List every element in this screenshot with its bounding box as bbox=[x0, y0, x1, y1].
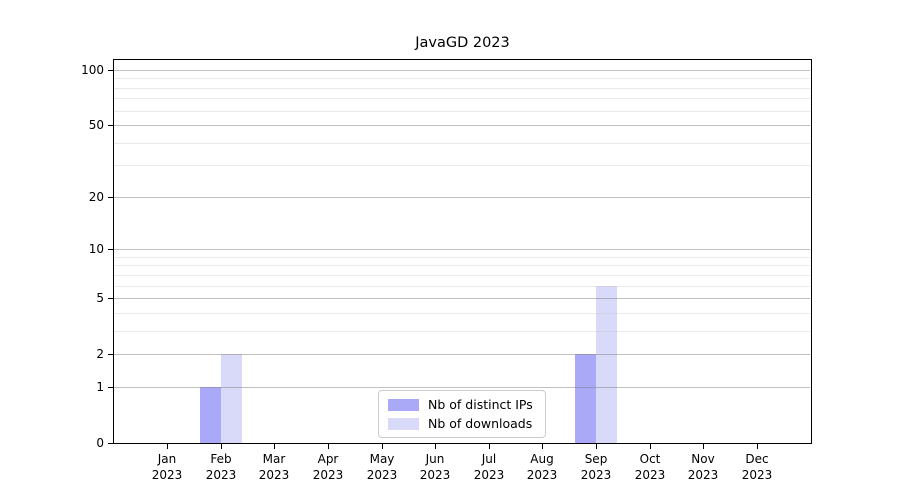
legend-label-downloads: Nb of downloads bbox=[428, 416, 533, 431]
legend-item-downloads: Nb of downloads bbox=[388, 415, 536, 432]
x-axis-tick-label: Oct 2023 bbox=[618, 451, 682, 483]
x-tick-year: 2023 bbox=[258, 468, 290, 482]
legend-label-distinct-ips: Nb of distinct IPs bbox=[428, 397, 533, 412]
x-tick-month: May bbox=[369, 452, 395, 466]
y-axis-tick bbox=[108, 298, 113, 299]
minor-gridline bbox=[114, 143, 810, 144]
x-axis-tick bbox=[167, 444, 168, 449]
x-axis-tick bbox=[328, 444, 329, 449]
x-tick-year: 2023 bbox=[580, 468, 612, 482]
x-axis-tick-label: Feb 2023 bbox=[189, 451, 253, 483]
y-axis-tick-label: 0 bbox=[96, 436, 104, 450]
x-tick-month: Nov bbox=[691, 452, 715, 466]
minor-gridline bbox=[114, 331, 810, 332]
x-tick-year: 2023 bbox=[526, 468, 558, 482]
x-axis-tick-label: Jan 2023 bbox=[135, 451, 199, 483]
x-axis-tick bbox=[221, 444, 222, 449]
x-axis-tick-label: Aug 2023 bbox=[510, 451, 574, 483]
x-tick-year: 2023 bbox=[473, 468, 505, 482]
x-axis-tick-label: Jul 2023 bbox=[457, 451, 521, 483]
y-axis-tick bbox=[108, 249, 113, 250]
y-axis-tick-label: 10 bbox=[88, 242, 104, 256]
legend-swatch-distinct-ips bbox=[388, 398, 419, 411]
x-tick-month: Aug bbox=[530, 452, 554, 466]
major-gridline bbox=[114, 125, 810, 126]
bar-distinct-ips bbox=[575, 354, 597, 443]
x-tick-month: Jul bbox=[481, 452, 497, 466]
x-axis-tick-label: Apr 2023 bbox=[296, 451, 360, 483]
legend: Nb of distinct IPs Nb of downloads bbox=[378, 390, 546, 438]
major-gridline bbox=[114, 70, 810, 71]
major-gridline bbox=[114, 387, 810, 388]
y-axis-tick-label: 5 bbox=[96, 291, 104, 305]
y-axis-tick-label: 2 bbox=[96, 347, 104, 361]
chart-title: JavaGD 2023 bbox=[415, 35, 510, 51]
x-axis-tick bbox=[650, 444, 651, 449]
x-tick-year: 2023 bbox=[205, 468, 237, 482]
x-axis-tick-label: Dec 2023 bbox=[725, 451, 789, 483]
x-axis-tick bbox=[382, 444, 383, 449]
bar-downloads bbox=[596, 285, 618, 443]
legend-swatch-downloads bbox=[388, 417, 419, 430]
minor-gridline bbox=[114, 313, 810, 314]
y-axis-tick bbox=[108, 125, 113, 126]
major-gridline bbox=[114, 197, 810, 198]
minor-gridline bbox=[114, 265, 810, 266]
minor-gridline bbox=[114, 111, 810, 112]
x-tick-month: Sep bbox=[584, 452, 608, 466]
x-axis-tick bbox=[542, 444, 543, 449]
minor-gridline bbox=[114, 286, 810, 287]
x-tick-month: Mar bbox=[262, 452, 286, 466]
minor-gridline bbox=[114, 275, 810, 276]
x-tick-month: Feb bbox=[210, 452, 232, 466]
x-tick-year: 2023 bbox=[312, 468, 344, 482]
x-axis-tick-label: Jun 2023 bbox=[403, 451, 467, 483]
x-tick-month: Dec bbox=[745, 452, 769, 466]
y-axis-tick bbox=[108, 197, 113, 198]
major-gridline bbox=[114, 298, 810, 299]
y-axis-tick bbox=[108, 387, 113, 388]
x-tick-month: Oct bbox=[639, 452, 661, 466]
major-gridline bbox=[114, 249, 810, 250]
y-axis-tick-label: 20 bbox=[88, 190, 104, 204]
y-axis-tick bbox=[108, 70, 113, 71]
x-tick-year: 2023 bbox=[687, 468, 719, 482]
y-axis-tick-label: 1 bbox=[96, 380, 104, 394]
x-axis-tick bbox=[489, 444, 490, 449]
minor-gridline bbox=[114, 165, 810, 166]
y-axis-tick-label: 50 bbox=[88, 118, 104, 132]
y-axis-tick-label: 100 bbox=[81, 63, 104, 77]
x-tick-year: 2023 bbox=[366, 468, 398, 482]
x-tick-year: 2023 bbox=[634, 468, 666, 482]
x-axis-tick-label: May 2023 bbox=[350, 451, 414, 483]
x-axis-tick-label: Sep 2023 bbox=[564, 451, 628, 483]
x-axis-tick bbox=[596, 444, 597, 449]
x-axis-tick bbox=[757, 444, 758, 449]
x-axis-tick-label: Nov 2023 bbox=[671, 451, 735, 483]
x-axis-tick bbox=[703, 444, 704, 449]
x-tick-month: Jan bbox=[157, 452, 177, 466]
x-axis-tick bbox=[274, 444, 275, 449]
y-axis-tick bbox=[108, 354, 113, 355]
major-gridline bbox=[114, 354, 810, 355]
plot-area bbox=[113, 59, 812, 444]
legend-item-distinct-ips: Nb of distinct IPs bbox=[388, 396, 536, 413]
x-tick-year: 2023 bbox=[419, 468, 451, 482]
minor-gridline bbox=[114, 257, 810, 258]
bar-distinct-ips bbox=[199, 386, 221, 443]
minor-gridline bbox=[114, 88, 810, 89]
x-tick-month: Jun bbox=[425, 452, 445, 466]
y-axis-tick bbox=[108, 443, 113, 444]
bar-downloads bbox=[220, 354, 242, 443]
minor-gridline bbox=[114, 78, 810, 79]
x-tick-year: 2023 bbox=[151, 468, 183, 482]
x-tick-month: Apr bbox=[317, 452, 339, 466]
x-axis-tick bbox=[435, 444, 436, 449]
minor-gridline bbox=[114, 98, 810, 99]
x-axis-tick-label: Mar 2023 bbox=[242, 451, 306, 483]
x-tick-year: 2023 bbox=[741, 468, 773, 482]
